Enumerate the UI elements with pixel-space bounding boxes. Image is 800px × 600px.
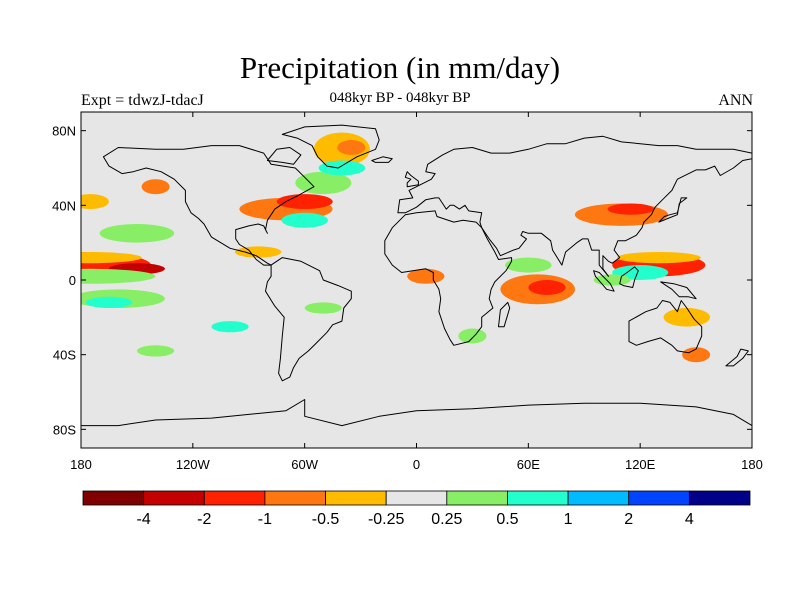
anomaly-patch [85,296,133,308]
anomaly-patch [318,160,366,176]
anomaly-patch [99,224,175,243]
lat-tick-label: 40N [52,198,76,213]
coastline-borneo [619,266,639,288]
anomaly-patch [663,308,711,327]
anomaly-patch [81,268,156,284]
anomaly-patch [612,265,669,280]
lon-tick-label: 60W [291,457,318,472]
coastline-great-britain [404,171,419,188]
colorbar-swatch [82,490,145,506]
anomaly-patch [458,328,487,344]
coastline-new-zealand [725,348,749,367]
coastline-new-guinea [660,281,697,300]
anomaly-patch [141,179,170,195]
colorbar-label: 0.25 [431,511,462,528]
lat-tick-label: 0 [69,273,76,288]
season-label: ANN [718,92,753,109]
colorbar-swatch [203,490,266,506]
coastline-south-america [265,257,352,382]
colorbar-label: -0.5 [312,511,340,528]
coastline-australia [628,300,703,354]
colorbar-label: -1 [258,511,272,528]
colorbar-swatch [567,490,630,506]
anomaly-patch [81,252,142,264]
lat-tick-label: 80N [52,124,76,139]
colorbar-swatch [688,490,751,506]
anomaly-patch [407,268,445,284]
colorbar-swatch [264,490,326,506]
map-area [81,112,752,448]
lat-tick-label: 80S [53,422,76,437]
coastline-north-america [102,145,315,266]
colorbar-label: 1 [564,511,573,528]
coastline-sumatra [593,270,615,292]
plot-subtitle: 048kyr BP - 048kyr BP [329,90,471,106]
coastline-iceland [371,156,393,163]
lon-tick-label: 120E [625,457,656,472]
anomaly-patch [616,252,701,264]
lat-tick-label: 40S [53,348,76,363]
axis-ticks: 80N 40N 0 40S 80S 180 120W 60W 0 60E 120E 180 [52,112,763,472]
coastline-baffin-island [266,147,302,165]
anomaly-patch [281,212,329,228]
lon-tick-label: 180 [741,457,763,472]
lon-tick-label: 0 [413,457,420,472]
anomaly-patch [295,171,352,195]
colorbar-label: -4 [137,511,151,528]
experiment-label: Expt = tdwzJ-tdacJ [81,92,204,109]
anomaly-patch [528,280,566,295]
colorbar-label: -0.25 [368,511,405,528]
coastline-madagascar [498,301,511,328]
coastline-antarctica [81,399,752,448]
colorbar-label: -2 [197,511,211,528]
colorbar-swatch [446,490,508,506]
anomaly-patch [234,246,282,258]
lon-tick-label: 120W [176,457,211,472]
coastline-africa [384,210,513,346]
anomaly-patch [505,257,552,273]
plot-title: Precipitation (in mm/day) [239,50,561,85]
lon-tick-label: 60E [517,457,540,472]
coastline-greenland [281,124,380,169]
colorbar-swatch [143,490,205,506]
anomaly-patch [607,203,655,215]
colorbar-swatch [325,490,387,506]
anomaly-patch [211,321,249,333]
anomaly-patch [682,347,711,363]
anomaly-patch [304,302,342,314]
colorbar-swatch [628,490,690,506]
anomaly-patch [81,194,109,210]
colorbar-label: 2 [624,511,633,528]
anomaly-patch [337,140,366,155]
coastline-japan [658,197,688,223]
lon-tick-label: 180 [70,457,92,472]
colorbar-label: 4 [685,511,694,528]
anomaly-patch [276,194,333,210]
colorbar-swatch [385,490,448,506]
colorbar-label: 0.5 [496,511,518,528]
colorbar-swatch [507,490,569,506]
anomaly-patch [137,345,175,357]
colorbar: -4 -2 -1 -0.5 -0.25 0.25 0.5 1 2 4 [82,490,751,528]
